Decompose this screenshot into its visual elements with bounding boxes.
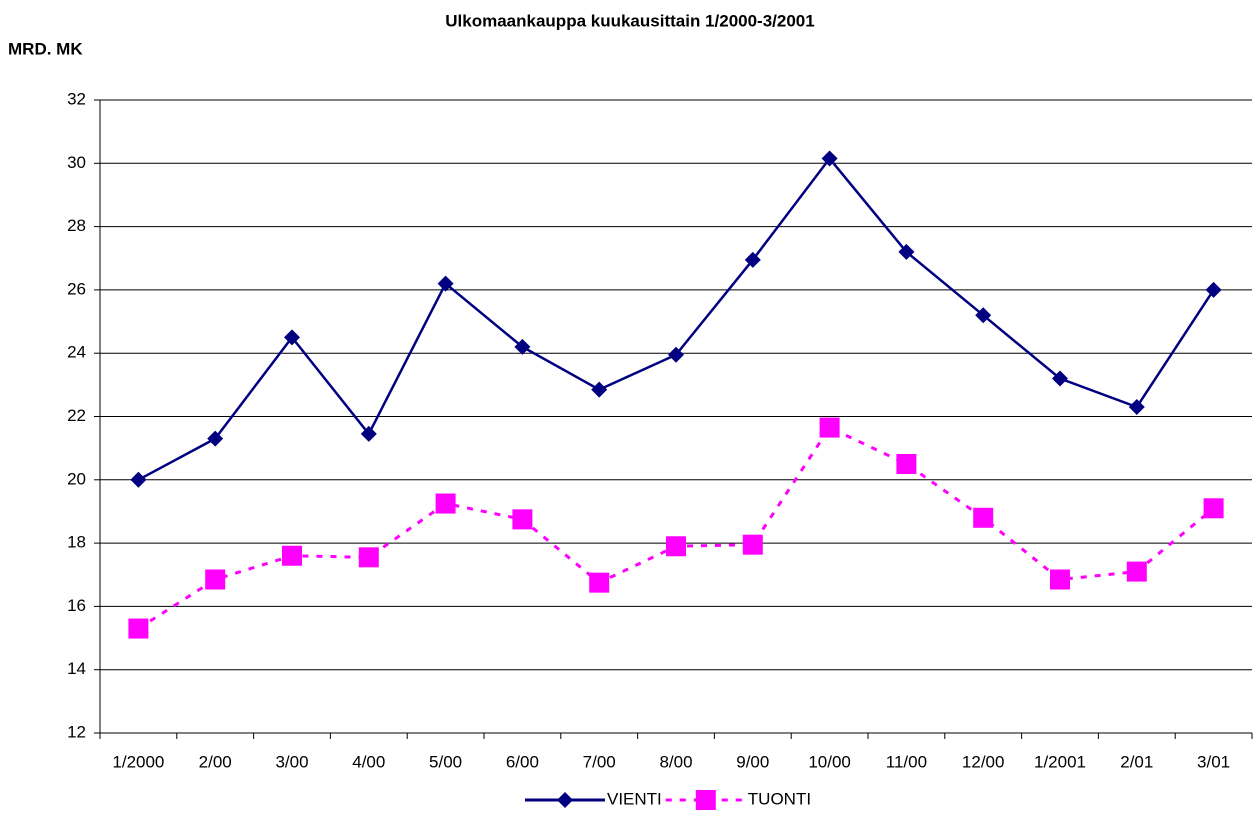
legend-marker <box>557 792 573 808</box>
data-point <box>437 275 454 292</box>
x-tick-label: 1/2000 <box>112 752 164 771</box>
data-point <box>1128 399 1145 416</box>
x-tick-label: 2/00 <box>199 752 232 771</box>
y-tick-label: 24 <box>67 343 86 362</box>
x-tick-label: 7/00 <box>583 752 616 771</box>
x-tick-label: 11/00 <box>886 752 927 771</box>
y-tick-label: 32 <box>67 89 86 108</box>
data-point <box>207 430 224 447</box>
y-tick-label: 26 <box>67 279 86 298</box>
data-point <box>898 243 915 260</box>
data-point <box>130 471 147 488</box>
x-tick-label: 12/00 <box>962 752 1005 771</box>
x-tick-label: 6/00 <box>506 752 539 771</box>
y-axis-label: MRD. MK <box>8 39 83 58</box>
legend-label: TUONTI <box>748 789 811 808</box>
data-point <box>1203 498 1224 519</box>
y-tick-label: 16 <box>67 596 86 615</box>
data-point <box>284 329 300 346</box>
data-point <box>512 509 533 530</box>
data-point <box>205 569 226 590</box>
data-point <box>282 545 302 566</box>
x-tick-label: 3/01 <box>1197 752 1230 771</box>
data-point <box>975 307 992 324</box>
series-line <box>137 425 1215 630</box>
x-tick-label: 9/00 <box>736 752 769 771</box>
x-tick-label: 4/00 <box>352 752 385 771</box>
data-point <box>1052 370 1068 387</box>
x-tick-label: 5/00 <box>429 752 462 771</box>
legend-marker <box>695 790 716 810</box>
data-point <box>1205 281 1222 298</box>
x-tick-label: 3/00 <box>275 752 308 771</box>
data-point <box>591 381 608 398</box>
legend-label: VIENTI <box>607 789 662 808</box>
data-point <box>668 346 684 363</box>
y-tick-label: 30 <box>67 153 86 172</box>
data-point <box>514 338 531 355</box>
y-tick-label: 14 <box>67 659 86 678</box>
data-point <box>1050 569 1070 590</box>
data-point <box>358 547 379 568</box>
data-point <box>666 536 686 557</box>
data-point <box>744 251 761 268</box>
x-tick-label: 2/01 <box>1120 752 1153 771</box>
x-tick-label: 10/00 <box>808 752 851 771</box>
chart-title: Ulkomaankauppa kuukausittain 1/2000-3/20… <box>445 11 814 30</box>
data-point <box>742 534 763 555</box>
y-tick-label: 20 <box>67 469 86 488</box>
data-point <box>819 417 840 438</box>
data-point <box>128 618 149 639</box>
data-point <box>435 493 456 514</box>
data-point <box>589 572 610 593</box>
x-tick-label: 8/00 <box>659 752 692 771</box>
y-tick-label: 18 <box>67 533 86 552</box>
data-point <box>821 150 838 167</box>
y-tick-label: 22 <box>67 406 86 425</box>
data-point <box>896 453 917 474</box>
data-point <box>1126 561 1147 582</box>
data-point <box>973 507 994 528</box>
y-tick-label: 12 <box>67 722 86 741</box>
x-tick-label: 1/2001 <box>1034 752 1086 771</box>
series-line <box>137 156 1215 481</box>
y-tick-label: 28 <box>67 216 86 235</box>
data-point <box>360 425 377 442</box>
